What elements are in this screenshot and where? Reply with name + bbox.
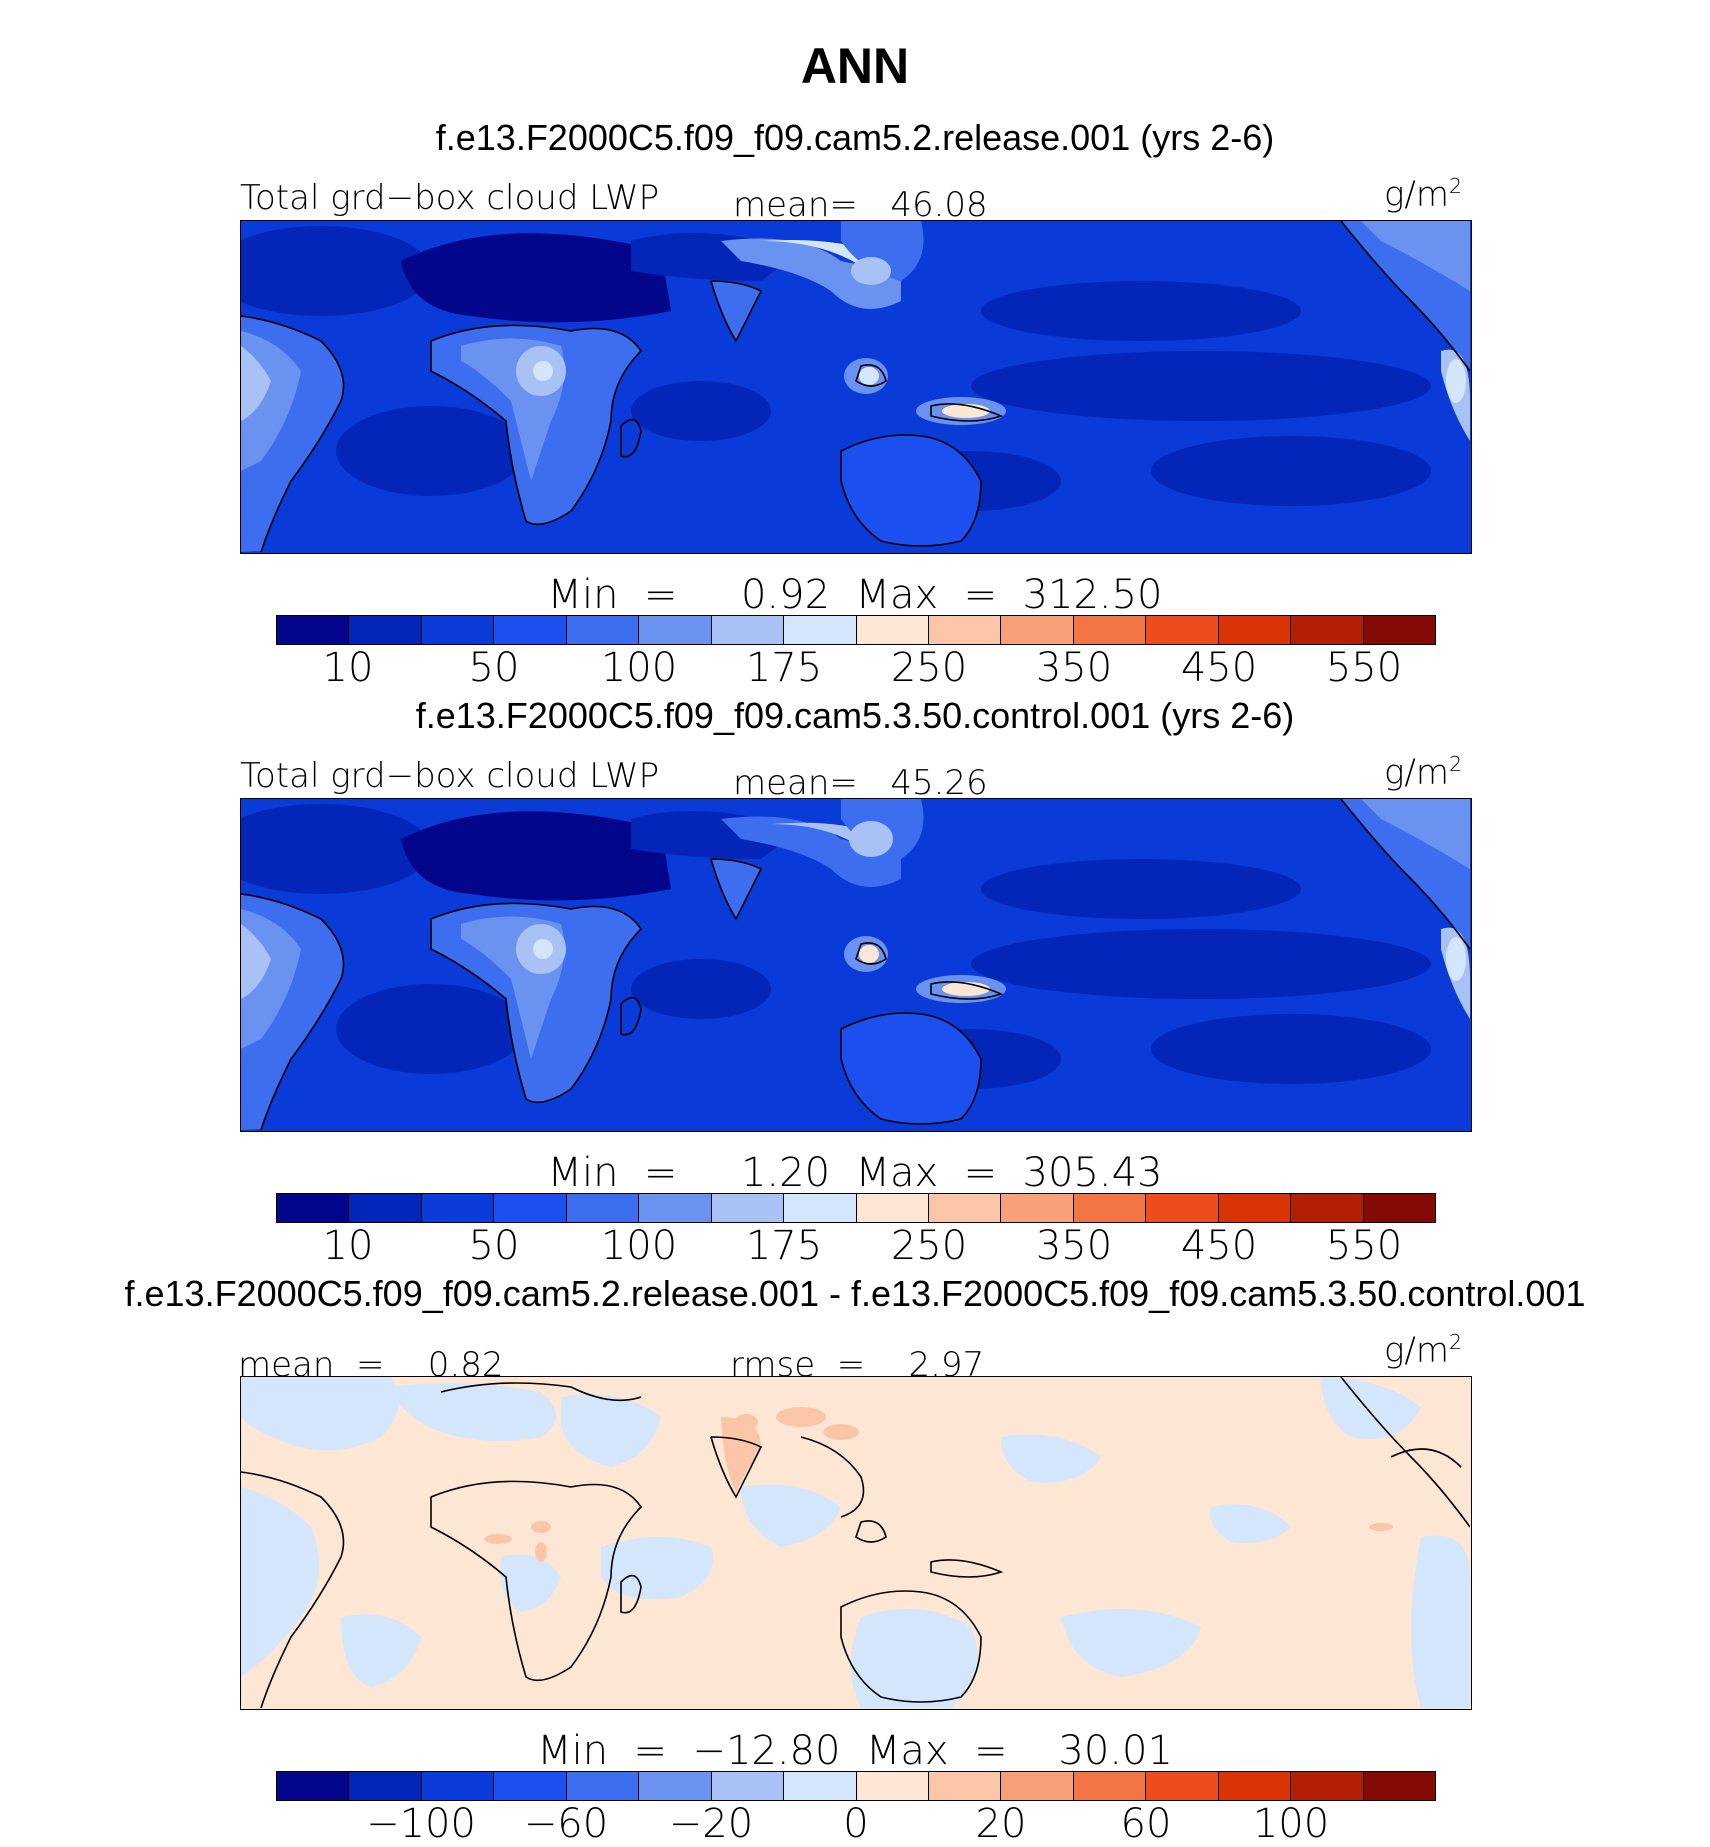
colorbar-cell (1291, 1194, 1364, 1222)
panel-3-minmax: Min = −12.80 Max = 30.01 (537, 1728, 1173, 1774)
colorbar-cell (1218, 1772, 1292, 1800)
panel-3-colorbar-ticks: −100 −60 −20 0 20 60 100 (276, 1801, 1436, 1847)
panel-3-map (240, 1376, 1472, 1710)
colorbar-cell (711, 1194, 785, 1222)
tick-label: 550 (1325, 1223, 1403, 1269)
tick-label: 450 (1180, 645, 1258, 691)
colorbar-cell (349, 1772, 422, 1800)
tick-label: 10 (322, 645, 374, 691)
panel-1-units-label: g/m2 (1384, 174, 1462, 215)
panel-1-minmax: Min = 0.92 Max = 312.50 (547, 572, 1163, 618)
panel-2-units-label: g/m2 (1384, 752, 1462, 793)
colorbar-cell (928, 1772, 1002, 1800)
colorbar-cell (784, 616, 857, 644)
tick-label: −20 (668, 1801, 754, 1847)
colorbar-cell (1073, 616, 1147, 644)
panel-1-subtitle: f.e13.F2000C5.f09_f09.cam5.2.release.001… (435, 117, 1275, 158)
colorbar-cell (1146, 1194, 1219, 1222)
page-title: ANN (800, 38, 910, 94)
colorbar-cell (277, 616, 350, 644)
colorbar-cell (421, 1772, 495, 1800)
colorbar-cell (1001, 616, 1074, 644)
colorbar-cell (566, 616, 640, 644)
colorbar-cell (494, 1772, 567, 1800)
panel-1-colorbar (276, 615, 1436, 645)
tick-label: 175 (745, 645, 823, 691)
colorbar-cell (711, 616, 785, 644)
colorbar-cell (639, 616, 712, 644)
colorbar-cell (494, 1194, 567, 1222)
tick-label: 100 (600, 645, 678, 691)
colorbar-cell (1291, 616, 1364, 644)
panel-2-subtitle: f.e13.F2000C5.f09_f09.cam5.3.50.control.… (415, 695, 1295, 736)
colorbar-cell (1363, 1772, 1435, 1800)
panel-2-colorbar-ticks: 10 50 100 175 250 350 450 550 (276, 1223, 1436, 1269)
colorbar-cell (639, 1772, 712, 1800)
panel-2-minmax: Min = 1.20 Max = 305.43 (547, 1150, 1163, 1196)
panel-3-subtitle: f.e13.F2000C5.f09_f09.cam5.2.release.001… (124, 1273, 1586, 1314)
panel-2-colorbar (276, 1193, 1436, 1223)
colorbar-cell (494, 616, 567, 644)
tick-label: −60 (523, 1801, 609, 1847)
tick-label: 60 (1120, 1801, 1172, 1847)
colorbar-cell (784, 1772, 857, 1800)
colorbar-cell (1146, 1772, 1219, 1800)
colorbar-cell (421, 1194, 495, 1222)
panel-1-colorbar-ticks: 10 50 100 175 250 350 450 550 (276, 645, 1436, 691)
tick-label: 10 (322, 1223, 374, 1269)
colorbar-cell (1001, 1194, 1074, 1222)
colorbar-cell (1218, 1194, 1292, 1222)
panel-1-mean-label: mean= 46.08 (733, 185, 988, 225)
colorbar-cell (349, 616, 422, 644)
colorbar-cell (928, 616, 1002, 644)
colorbar-cell (421, 616, 495, 644)
panel-2-mean-label: mean= 45.26 (733, 763, 988, 803)
tick-label: 50 (468, 1223, 520, 1269)
colorbar-cell (277, 1772, 350, 1800)
panel-3-colorbar (276, 1771, 1436, 1801)
tick-label: 250 (890, 1223, 968, 1269)
panel-3-units-label: g/m2 (1384, 1330, 1462, 1371)
colorbar-cell (1363, 1194, 1435, 1222)
tick-label: 0 (843, 1801, 869, 1847)
panel-2-map (240, 798, 1472, 1132)
colorbar-cell (639, 1194, 712, 1222)
colorbar-cell (711, 1772, 785, 1800)
colorbar-cell (1218, 616, 1292, 644)
colorbar-cell (566, 1772, 640, 1800)
colorbar-cell (566, 1194, 640, 1222)
colorbar-cell (928, 1194, 1002, 1222)
colorbar-cell (856, 1772, 929, 1800)
tick-label: 100 (1252, 1801, 1330, 1847)
tick-label: 100 (600, 1223, 678, 1269)
tick-label: −100 (366, 1801, 476, 1847)
panel-1-map (240, 220, 1472, 554)
panel-2-variable-label: Total grd−box cloud LWP (240, 756, 660, 796)
tick-label: 175 (745, 1223, 823, 1269)
tick-label: 550 (1325, 645, 1403, 691)
colorbar-cell (784, 1194, 857, 1222)
tick-label: 50 (468, 645, 520, 691)
panel-1-variable-label: Total grd−box cloud LWP (240, 178, 660, 218)
colorbar-cell (856, 616, 929, 644)
colorbar-cell (1146, 616, 1219, 644)
colorbar-cell (349, 1194, 422, 1222)
tick-label: 450 (1180, 1223, 1258, 1269)
colorbar-cell (1291, 1772, 1364, 1800)
tick-label: 20 (975, 1801, 1027, 1847)
colorbar-cell (856, 1194, 929, 1222)
colorbar-cell (1363, 616, 1435, 644)
tick-label: 350 (1035, 645, 1113, 691)
tick-label: 350 (1035, 1223, 1113, 1269)
colorbar-cell (1001, 1772, 1074, 1800)
colorbar-cell (1073, 1772, 1147, 1800)
tick-label: 250 (890, 645, 968, 691)
colorbar-cell (277, 1194, 350, 1222)
colorbar-cell (1073, 1194, 1147, 1222)
